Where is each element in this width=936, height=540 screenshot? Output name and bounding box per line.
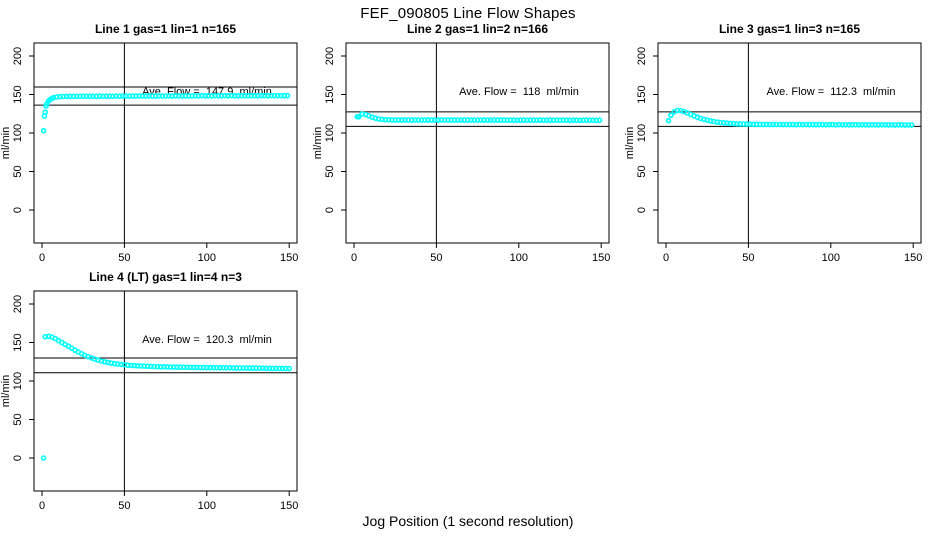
y-tick-label: 100 xyxy=(12,372,24,390)
y-tick-label: 150 xyxy=(12,333,24,351)
plot-area-line-2: 0 50 100 150 0 50 100 150 200 xyxy=(324,42,610,264)
x-tick-label: 0 xyxy=(39,500,45,512)
x-tick-label: 150 xyxy=(280,252,298,264)
plot-box xyxy=(657,42,922,244)
data-point xyxy=(286,365,293,372)
plot-box xyxy=(345,42,610,244)
x-tick-label: 0 xyxy=(351,252,357,264)
data-point xyxy=(908,122,915,128)
data-point xyxy=(42,109,49,115)
panel-line-1: Line 1 gas=1 lin=1 n=165 ml/min Ave. Flo… xyxy=(0,20,312,270)
x-tick-label: 150 xyxy=(280,500,298,512)
y-tick-label: 150 xyxy=(324,85,336,103)
y-tick-label: 0 xyxy=(636,207,648,213)
panel-line-2: Line 2 gas=1 lin=2 n=166 ml/min Ave. Flo… xyxy=(312,20,624,270)
y-tick-label: 50 xyxy=(12,165,24,177)
plot-box xyxy=(33,42,298,244)
x-tick-label: 50 xyxy=(118,500,130,512)
y-tick-label: 100 xyxy=(636,124,648,142)
data-point xyxy=(665,117,672,124)
data-point xyxy=(40,455,47,461)
data-point xyxy=(668,112,674,119)
panel-title: Line 1 gas=1 lin=1 n=165 xyxy=(94,22,237,36)
x-tick-label: 50 xyxy=(742,252,754,264)
y-tick-label: 0 xyxy=(12,207,24,213)
x-tick-label: 150 xyxy=(904,252,922,264)
x-tick-label: 100 xyxy=(198,500,216,512)
x-tick-label: 150 xyxy=(592,252,610,264)
plot-area-line-1: 0 50 100 150 0 50 100 150 200 xyxy=(12,42,298,264)
x-tick-label: 0 xyxy=(39,252,45,264)
y-tick-label: 50 xyxy=(324,165,336,177)
plot-box xyxy=(33,290,298,492)
y-tick-label: 50 xyxy=(12,413,24,425)
panel-title: Line 2 gas=1 lin=2 n=166 xyxy=(406,22,549,36)
page-title: FEF_090805 Line Flow Shapes xyxy=(360,5,576,22)
plot-area-line-3: 0 50 100 150 0 50 100 150 200 xyxy=(636,42,922,264)
data-point xyxy=(43,103,49,109)
data-point xyxy=(596,117,603,123)
x-axis-label: Jog Position (1 second resolution) xyxy=(362,513,574,529)
x-tick-label: 0 xyxy=(663,252,669,264)
data-point xyxy=(49,95,55,102)
y-tick-label: 100 xyxy=(12,124,24,142)
data-point xyxy=(40,127,47,134)
y-tick-label: 200 xyxy=(12,47,24,65)
plot-area-line-4: 0 50 100 150 0 50 100 150 200 xyxy=(12,290,298,512)
data-point xyxy=(354,114,361,120)
y-tick-label: 100 xyxy=(324,124,336,142)
x-tick-label: 50 xyxy=(430,252,442,264)
ave-flow-annotation: Ave. Flow = 118 ml/min xyxy=(459,86,579,98)
x-tick-label: 50 xyxy=(118,252,130,264)
ave-flow-annotation: Ave. Flow = 112.3 ml/min xyxy=(766,86,896,98)
x-tick-label: 100 xyxy=(822,252,840,264)
y-tick-label: 0 xyxy=(12,455,24,461)
panel-line-4: Line 4 (LT) gas=1 lin=4 n=3 ml/min Ave. … xyxy=(0,268,312,518)
y-tick-label: 0 xyxy=(324,207,336,213)
y-tick-label: 200 xyxy=(12,295,24,313)
ave-flow-annotation: Ave. Flow = 120.3 ml/min xyxy=(142,334,272,346)
panel-title: Line 4 (LT) gas=1 lin=4 n=3 xyxy=(89,270,242,284)
y-tick-label: 200 xyxy=(636,47,648,65)
y-tick-label: 200 xyxy=(324,47,336,65)
y-tick-label: 50 xyxy=(636,165,648,177)
x-tick-label: 100 xyxy=(198,252,216,264)
panel-title: Line 3 gas=1 lin=3 n=165 xyxy=(718,22,861,36)
y-tick-label: 150 xyxy=(12,85,24,103)
data-point xyxy=(45,98,52,104)
panel-line-3: Line 3 gas=1 lin=3 n=165 ml/min Ave. Flo… xyxy=(624,20,936,270)
x-tick-label: 100 xyxy=(510,252,528,264)
y-tick-label: 150 xyxy=(636,85,648,103)
data-point xyxy=(284,92,291,99)
